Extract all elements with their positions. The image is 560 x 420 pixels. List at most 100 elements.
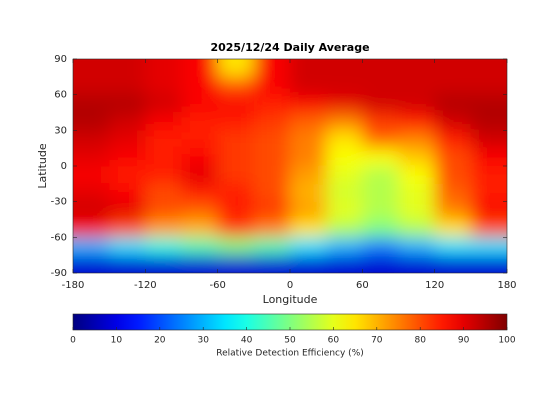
y-tick-label: -30 (51, 197, 67, 208)
heat-cell (470, 130, 507, 149)
heat-cell (73, 166, 110, 185)
heat-cell (73, 219, 110, 238)
heat-cell (470, 76, 507, 96)
heat-cell (362, 76, 399, 96)
heat-cell (470, 148, 507, 167)
heat-cell (145, 201, 182, 220)
heat-cell (290, 76, 327, 96)
heat-cell (145, 130, 182, 149)
heat-cell (109, 166, 146, 185)
heatmap-field (73, 59, 507, 273)
colorbar-tick-label: 40 (241, 336, 253, 346)
x-tick-label: -180 (62, 280, 85, 291)
heat-cell (145, 237, 182, 256)
heat-cell (290, 148, 327, 167)
heat-cell (326, 59, 363, 78)
heat-cell (109, 76, 146, 96)
heat-cell (362, 201, 399, 220)
heat-cell (145, 219, 182, 238)
heat-cell (362, 94, 399, 113)
x-tick-label: 60 (356, 280, 369, 291)
heat-cell (326, 183, 363, 203)
heat-cell (145, 76, 182, 96)
x-tick-label: 0 (287, 280, 293, 291)
heat-cell (73, 76, 110, 96)
heat-cell (253, 219, 291, 238)
y-axis-label: Latitude (36, 143, 49, 189)
heat-cell (181, 94, 219, 113)
colorbar-tick-label: 60 (328, 336, 340, 346)
heat-cell (326, 148, 363, 167)
heat-cell (217, 76, 255, 96)
heat-cell (398, 130, 436, 149)
heat-cell (434, 148, 472, 167)
heat-cell (290, 201, 327, 220)
y-tick-label: 90 (54, 54, 67, 65)
heat-cell (470, 166, 507, 185)
colorbar-tick-label: 10 (111, 336, 123, 346)
heat-cell (109, 94, 146, 113)
heat-cell (253, 94, 291, 113)
x-tick-label: -60 (209, 280, 225, 291)
y-tick-label: -90 (51, 268, 67, 279)
heat-cell (362, 183, 399, 203)
heat-cell (398, 76, 436, 96)
heat-cell (398, 237, 436, 256)
heat-cell (109, 183, 146, 203)
heat-cell (181, 130, 219, 149)
heat-cell (470, 59, 507, 78)
heat-cell (362, 112, 399, 131)
heat-cell (181, 219, 219, 238)
heat-cell (73, 148, 110, 167)
heat-cell (326, 219, 363, 238)
heat-cell (362, 59, 399, 78)
heatmap (73, 59, 507, 273)
colorbar-tick-label: 80 (414, 336, 426, 346)
heat-cell (326, 166, 363, 185)
heat-cell (145, 112, 182, 131)
heat-cell (362, 255, 399, 273)
heat-cell (181, 201, 219, 220)
heat-cell (217, 201, 255, 220)
heat-cell (145, 94, 182, 113)
heat-cell (253, 201, 291, 220)
heat-cell (109, 201, 146, 220)
chart-title: 2025/12/24 Daily Average (210, 41, 369, 54)
heat-cell (181, 76, 219, 96)
heat-cell (470, 219, 507, 238)
heat-cell (217, 59, 255, 78)
heat-cell (253, 59, 291, 78)
heat-cell (109, 148, 146, 167)
heat-cell (470, 237, 507, 256)
colorbar-label: Relative Detection Efficiency (%) (216, 349, 364, 359)
heat-cell (217, 183, 255, 203)
heat-cell (470, 183, 507, 203)
y-tick-label: 0 (61, 161, 67, 172)
heat-cell (109, 255, 146, 273)
colorbar-tick-label: 20 (154, 336, 166, 346)
heat-cell (398, 219, 436, 238)
heat-cell (470, 201, 507, 220)
heat-cell (398, 59, 436, 78)
heat-cell (362, 237, 399, 256)
heat-cell (181, 255, 219, 273)
heat-cell (434, 237, 472, 256)
heat-cell (290, 59, 327, 78)
heat-cell (434, 166, 472, 185)
heat-cell (73, 94, 110, 113)
heat-cell (326, 112, 363, 131)
heat-cell (217, 219, 255, 238)
heat-cell (253, 112, 291, 131)
colorbar-tick-label: 90 (458, 336, 470, 346)
heat-cell (326, 255, 363, 273)
colorbar-tick-label: 0 (70, 336, 76, 346)
heat-cell (73, 237, 110, 256)
heat-cell (434, 130, 472, 149)
heat-cell (73, 183, 110, 203)
heat-cell (181, 166, 219, 185)
heat-cell (434, 76, 472, 96)
heat-cell (290, 94, 327, 113)
colorbar-tick-label: 30 (197, 336, 209, 346)
heat-cell (434, 219, 472, 238)
heat-cell (362, 130, 399, 149)
